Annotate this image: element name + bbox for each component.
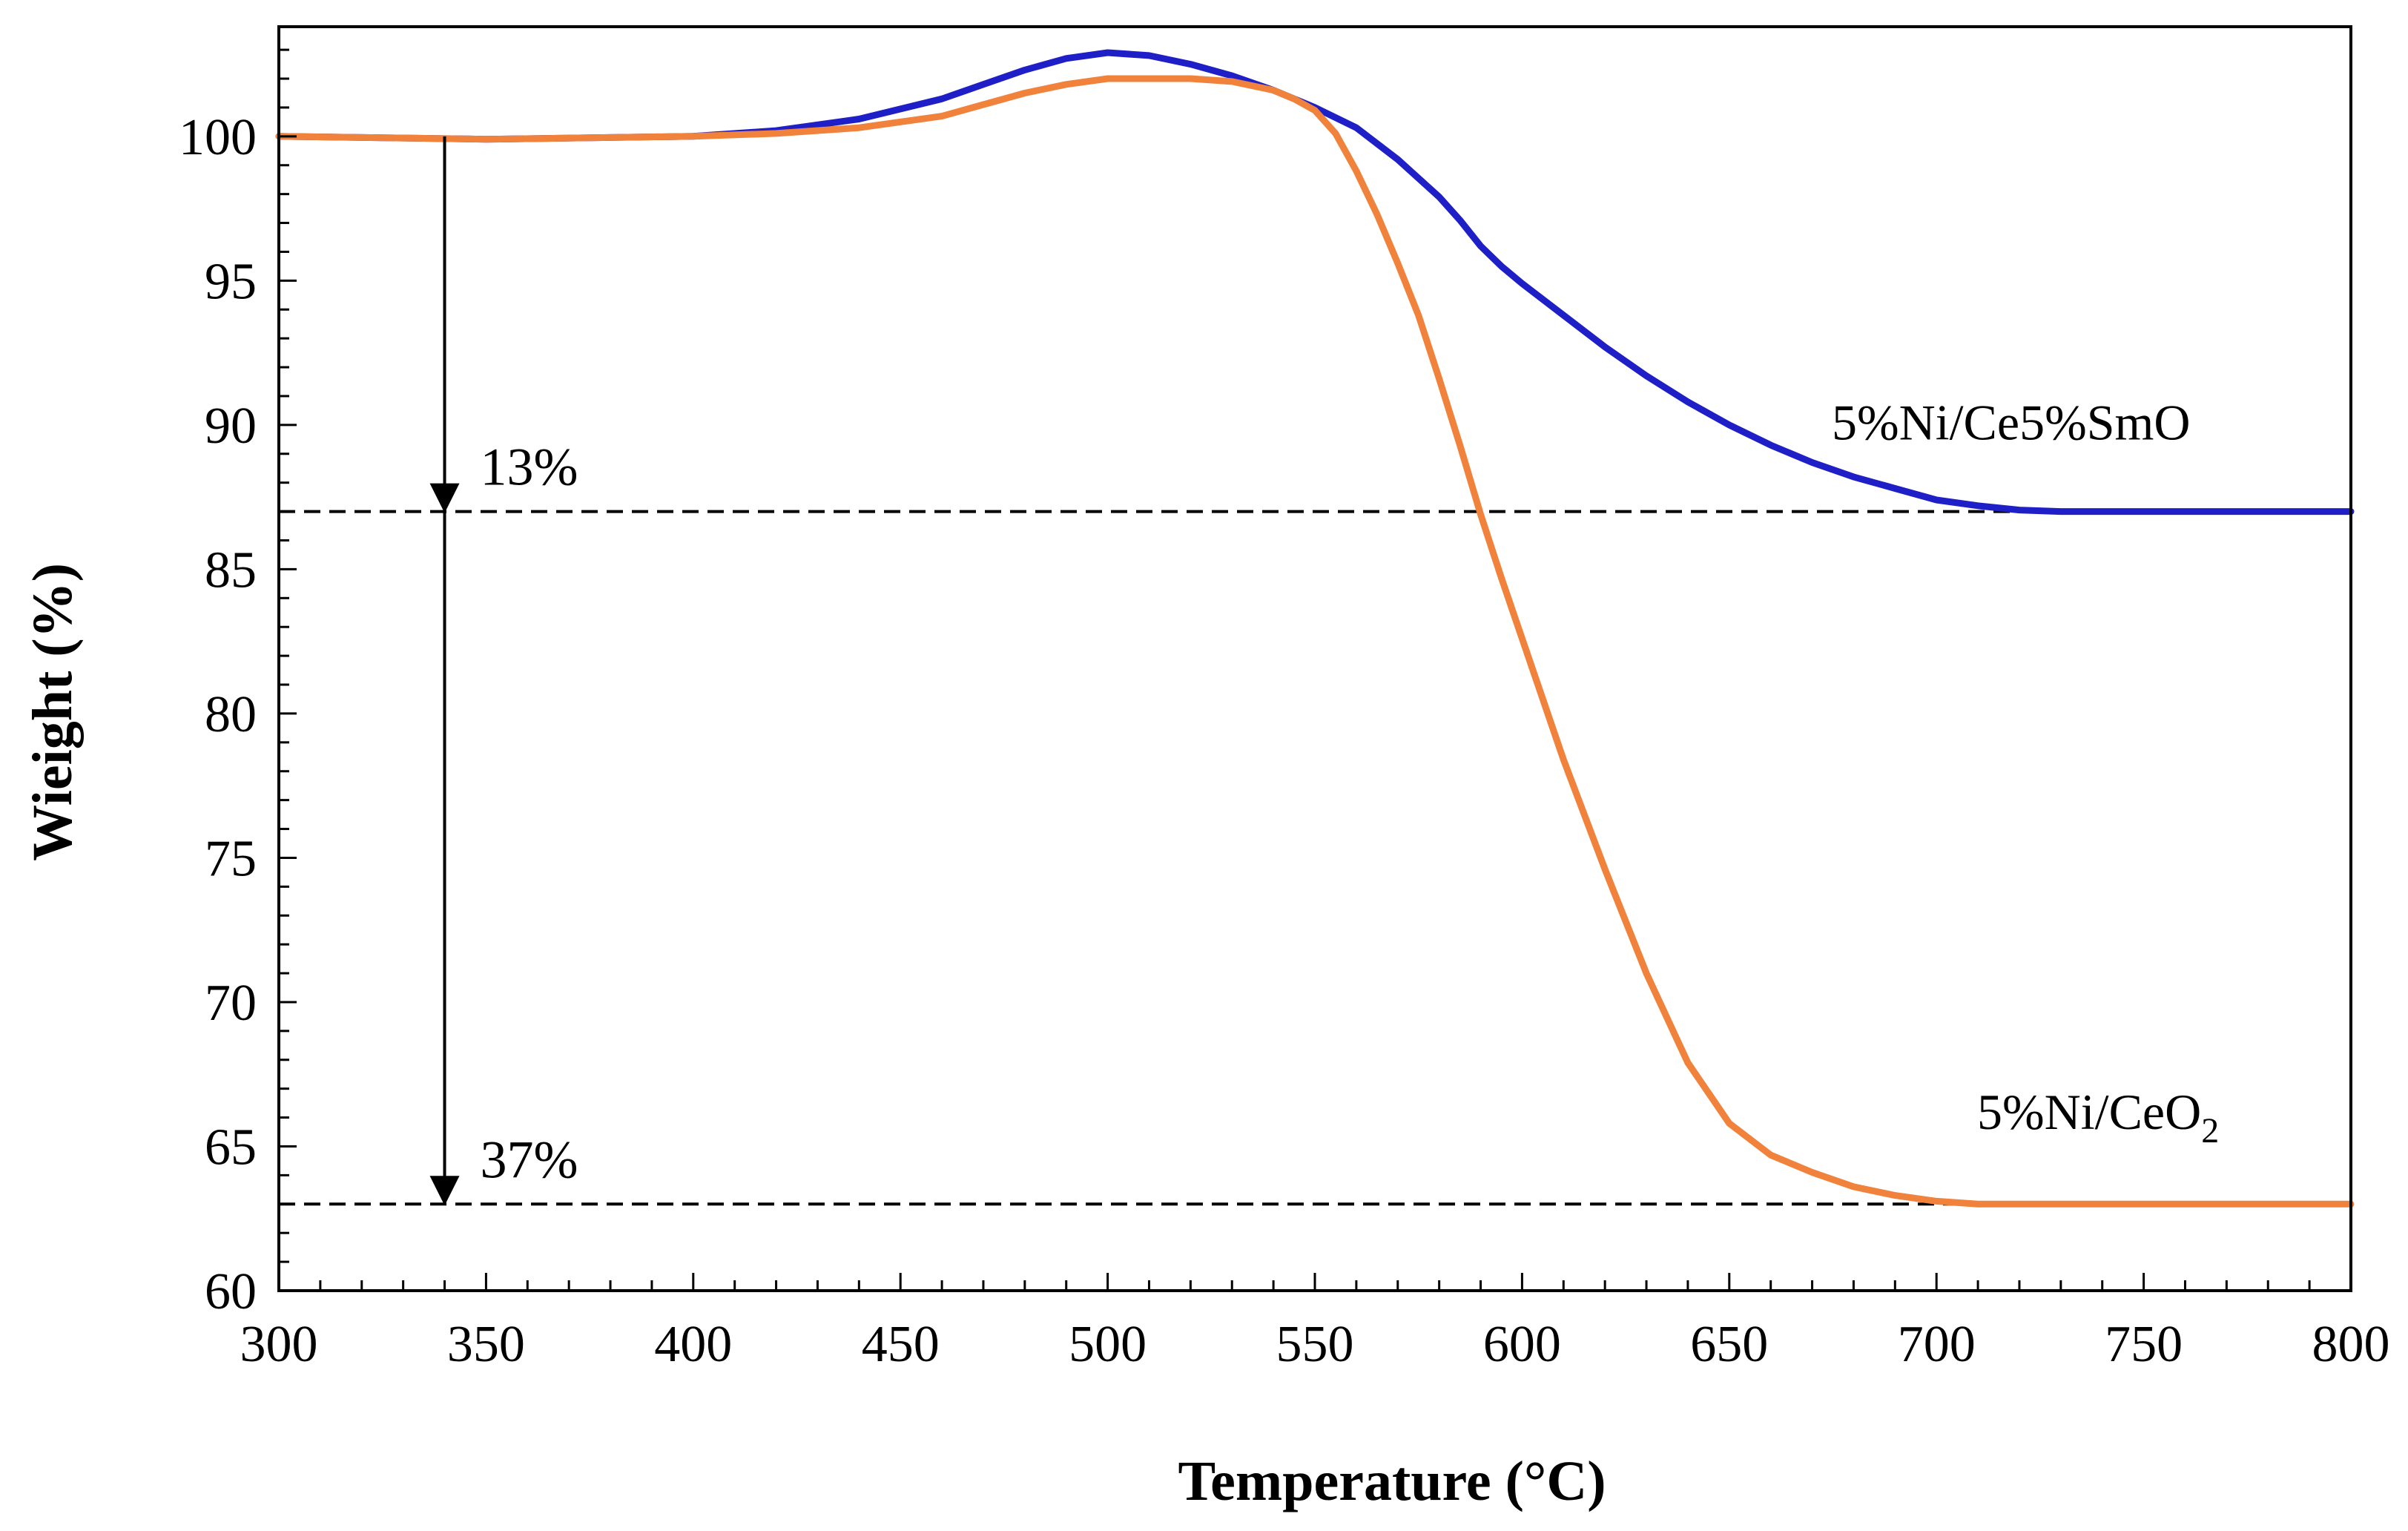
x-tick-label: 400: [654, 1316, 732, 1373]
x-tick-label: 500: [1069, 1316, 1147, 1373]
y-tick-label: 95: [205, 253, 257, 310]
series-label-1: 5%Ni/CeO2: [1977, 1084, 2219, 1150]
annotation-label-0: 13%: [481, 438, 578, 497]
y-tick-label: 75: [205, 830, 257, 887]
y-tick-label: 60: [205, 1263, 257, 1320]
y-tick-label: 85: [205, 541, 257, 599]
arrow-head-1: [429, 1176, 460, 1206]
x-tick-label: 450: [862, 1316, 940, 1373]
arrow-head-0: [429, 483, 460, 513]
x-tick-label: 650: [1690, 1316, 1768, 1373]
series-line-0: [275, 49, 2355, 516]
y-tick-label: 100: [179, 109, 257, 166]
plot-layer: 5%Ni/Ce5%SmO 5%Ni/CeO2 13% 37%: [275, 49, 2355, 1208]
x-tick-label: 600: [1483, 1316, 1561, 1373]
x-tick-label: 800: [2312, 1316, 2390, 1373]
x-axis-title: Temperature (°C): [1178, 1450, 1606, 1512]
y-tick-label: 90: [205, 398, 257, 455]
x-tick-label: 300: [240, 1316, 318, 1373]
y-tick-label: 65: [205, 1119, 257, 1176]
series-label-0: 5%Ni/Ce5%SmO: [1832, 394, 2191, 450]
series-line-1: [275, 75, 2355, 1208]
y-tick-label: 70: [205, 975, 257, 1032]
x-tick-label: 700: [1898, 1316, 1976, 1373]
annotation-label-1: 37%: [481, 1130, 578, 1189]
x-tick-label: 750: [2105, 1316, 2183, 1373]
x-tick-label: 350: [447, 1316, 525, 1373]
y-tick-label: 80: [205, 686, 257, 743]
x-tick-label: 550: [1276, 1316, 1354, 1373]
y-axis-title: Wieight (%): [22, 563, 84, 861]
axes-layer: 60 65 70 75 80 85 90 95 100 300 350 400 450 500 550 600…: [179, 25, 2390, 1373]
